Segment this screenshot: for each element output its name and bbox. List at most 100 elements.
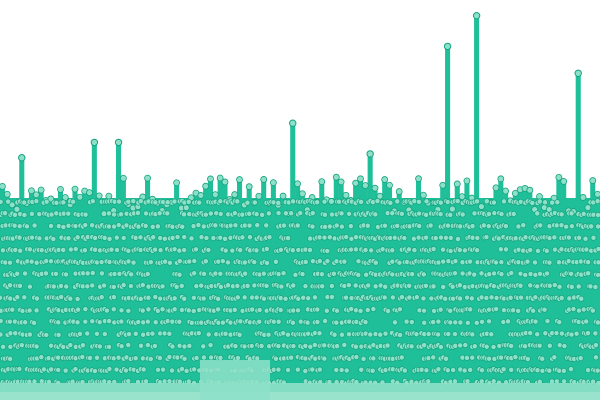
point (89, 318, 96, 325)
point (241, 294, 248, 301)
point (556, 283, 563, 290)
point (94, 354, 100, 361)
point (179, 223, 186, 230)
tip-dot (419, 191, 427, 199)
highlight-tip-dot (289, 119, 297, 127)
point (369, 367, 376, 374)
point (237, 318, 244, 325)
tip-dot (173, 179, 181, 187)
tip-dot (294, 180, 301, 188)
tip-dot (449, 205, 456, 213)
point (372, 331, 379, 338)
point (311, 342, 318, 348)
point (316, 366, 323, 373)
point (179, 307, 185, 313)
point (522, 234, 529, 241)
point (358, 198, 365, 205)
point (457, 342, 464, 349)
point (248, 343, 255, 349)
point (517, 282, 524, 289)
point (321, 198, 328, 205)
tip-dot (376, 192, 384, 200)
point (232, 222, 239, 229)
point (289, 247, 296, 254)
point (26, 307, 33, 314)
tip-dot (395, 188, 403, 195)
point (280, 270, 287, 277)
point (457, 223, 464, 230)
point (98, 270, 105, 277)
point (140, 366, 147, 373)
point (234, 294, 241, 301)
point (430, 319, 437, 326)
point (406, 282, 413, 289)
point (137, 295, 144, 302)
point (491, 210, 498, 217)
point (92, 246, 99, 253)
point (140, 331, 147, 338)
point (543, 247, 550, 254)
point (55, 354, 62, 361)
point (488, 294, 495, 301)
point (428, 295, 435, 302)
point (595, 259, 600, 266)
point (43, 198, 50, 205)
point (391, 234, 398, 241)
point (355, 258, 362, 265)
point (355, 271, 362, 278)
point (483, 198, 490, 205)
point (382, 222, 388, 229)
tip-dot (584, 204, 592, 211)
tip-dot (216, 174, 224, 182)
point (532, 259, 538, 266)
point (423, 234, 430, 241)
point (111, 211, 118, 218)
point (362, 247, 369, 253)
point (398, 210, 405, 217)
point (556, 259, 562, 266)
point (253, 211, 260, 218)
tip-dot (260, 176, 268, 183)
point (125, 258, 132, 265)
point (215, 306, 221, 313)
point (244, 282, 251, 289)
point (517, 270, 524, 277)
point (585, 259, 592, 266)
tip-dot (439, 181, 447, 189)
point (156, 355, 163, 361)
point (413, 294, 420, 301)
point (118, 211, 124, 218)
point (149, 223, 156, 230)
point (254, 222, 261, 229)
point (302, 259, 309, 265)
tip-dot (71, 185, 79, 193)
point (115, 222, 122, 229)
point (33, 343, 40, 350)
point (55, 319, 62, 326)
tip-dot (3, 190, 11, 198)
point (152, 294, 159, 300)
point (537, 222, 544, 229)
tip-dot (357, 175, 364, 183)
point (288, 210, 295, 217)
point (558, 246, 565, 253)
point (212, 222, 219, 229)
point (196, 199, 203, 206)
point (98, 294, 105, 301)
point (236, 331, 243, 338)
point (539, 367, 546, 374)
point (0, 294, 3, 301)
point (6, 318, 13, 325)
point (132, 355, 139, 362)
point (423, 198, 430, 205)
tip-dot (95, 192, 103, 200)
point (454, 198, 461, 205)
point (486, 318, 493, 325)
point (65, 235, 72, 242)
point (534, 331, 541, 338)
point (464, 354, 470, 361)
point (188, 235, 195, 242)
point (587, 283, 594, 290)
point (534, 283, 541, 290)
point (561, 343, 568, 349)
